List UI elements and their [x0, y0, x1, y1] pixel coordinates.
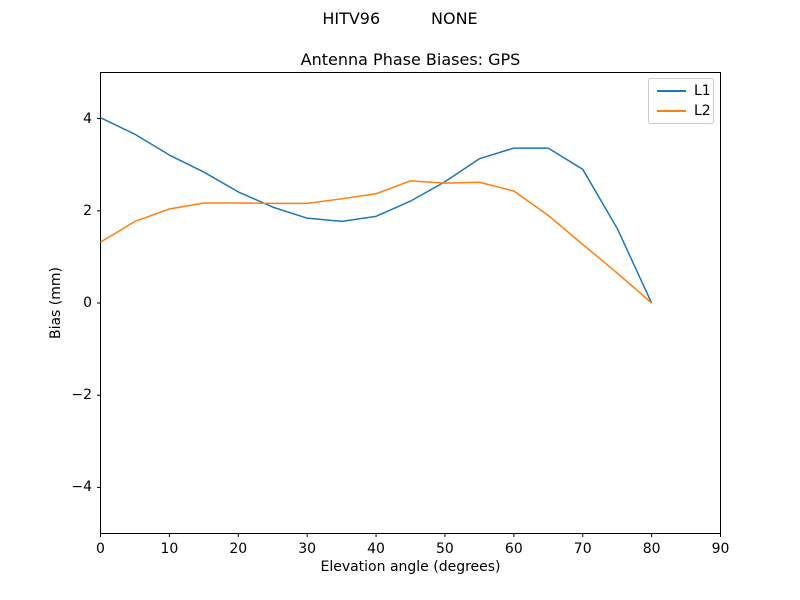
- series-line-l2: [100, 180, 653, 304]
- axes-frame: [100, 72, 721, 534]
- chart-title: Antenna Phase Biases: GPS: [300, 50, 521, 69]
- legend: L1 L2: [648, 78, 714, 124]
- legend-label-l1: L1: [694, 83, 711, 99]
- x-tick-label: 30: [298, 541, 317, 557]
- legend-label-l2: L2: [694, 103, 711, 119]
- x-tick-label: 50: [436, 541, 454, 557]
- legend-item-l1: L1: [657, 83, 713, 99]
- l1-line-swatch: [657, 90, 686, 92]
- y-tick-label: −2: [71, 387, 92, 404]
- y-tick-label: −4: [71, 479, 92, 496]
- x-tick-label: 90: [711, 541, 730, 557]
- y-tick-label: 0: [83, 294, 92, 311]
- x-axis-label: Elevation angle (degrees): [320, 559, 501, 575]
- figure-suptitle: HITV96 NONE: [322, 9, 478, 28]
- x-tick-label: 10: [160, 541, 179, 557]
- x-tick-label: 60: [504, 541, 523, 557]
- l2-line-swatch: [657, 110, 686, 112]
- x-tick-label: 80: [642, 541, 661, 557]
- x-tick-label: 70: [573, 541, 592, 557]
- y-tick-label: 2: [83, 202, 92, 219]
- legend-item-l2: L2: [657, 103, 713, 119]
- y-tick-label: 4: [83, 110, 92, 127]
- x-tick-label: 20: [229, 541, 248, 557]
- x-tick-label: 40: [367, 541, 385, 557]
- series-line-l1: [100, 117, 653, 304]
- x-tick-label: 0: [96, 541, 105, 557]
